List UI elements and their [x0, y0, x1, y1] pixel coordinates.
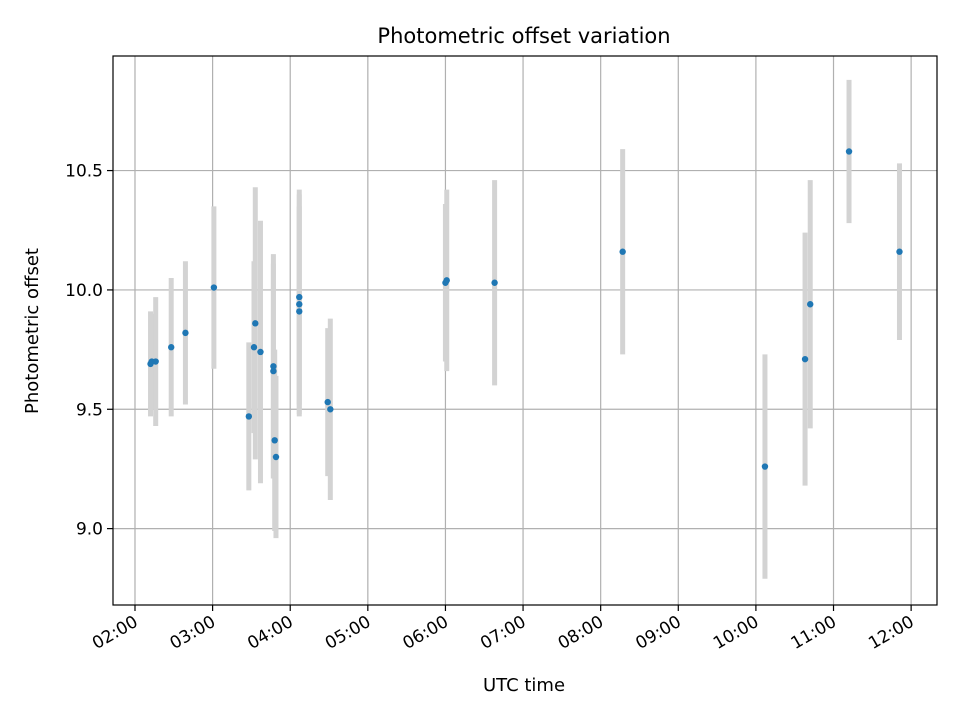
- chart-title: Photometric offset variation: [377, 24, 670, 48]
- data-point: [152, 358, 159, 365]
- data-point: [801, 355, 809, 363]
- data-point: [245, 413, 253, 420]
- plot-frame: [112, 55, 938, 606]
- y-tick-label: 10.0: [65, 281, 103, 301]
- data-point: [210, 284, 218, 291]
- y-tick-label: 10.5: [65, 162, 103, 182]
- data-point: [252, 320, 259, 327]
- y-axis-ticks: 9.0 9.5 10.0 10.5: [65, 162, 113, 540]
- data-point: [845, 148, 853, 155]
- data-point: [296, 308, 303, 315]
- data-points: [147, 148, 903, 470]
- data-point: [327, 406, 334, 413]
- data-point: [257, 348, 264, 356]
- data-point: [270, 363, 277, 370]
- y-axis-title: Photometric offset: [22, 248, 43, 414]
- data-point: [807, 301, 814, 308]
- data-point: [443, 277, 450, 284]
- data-point: [182, 329, 189, 337]
- data-point: [270, 367, 277, 375]
- x-axis-title: UTC time: [483, 675, 565, 696]
- data-point: [491, 279, 498, 286]
- data-point: [168, 344, 175, 351]
- data-point: [296, 301, 303, 308]
- data-point: [272, 453, 280, 461]
- y-tick-label: 9.0: [76, 520, 103, 540]
- data-point: [324, 398, 331, 406]
- data-point: [619, 248, 626, 255]
- data-point: [250, 344, 258, 351]
- data-point: [271, 437, 278, 444]
- data-point: [896, 248, 903, 255]
- data-point: [296, 293, 303, 301]
- y-tick-label: 9.5: [76, 400, 103, 420]
- data-point: [761, 463, 769, 470]
